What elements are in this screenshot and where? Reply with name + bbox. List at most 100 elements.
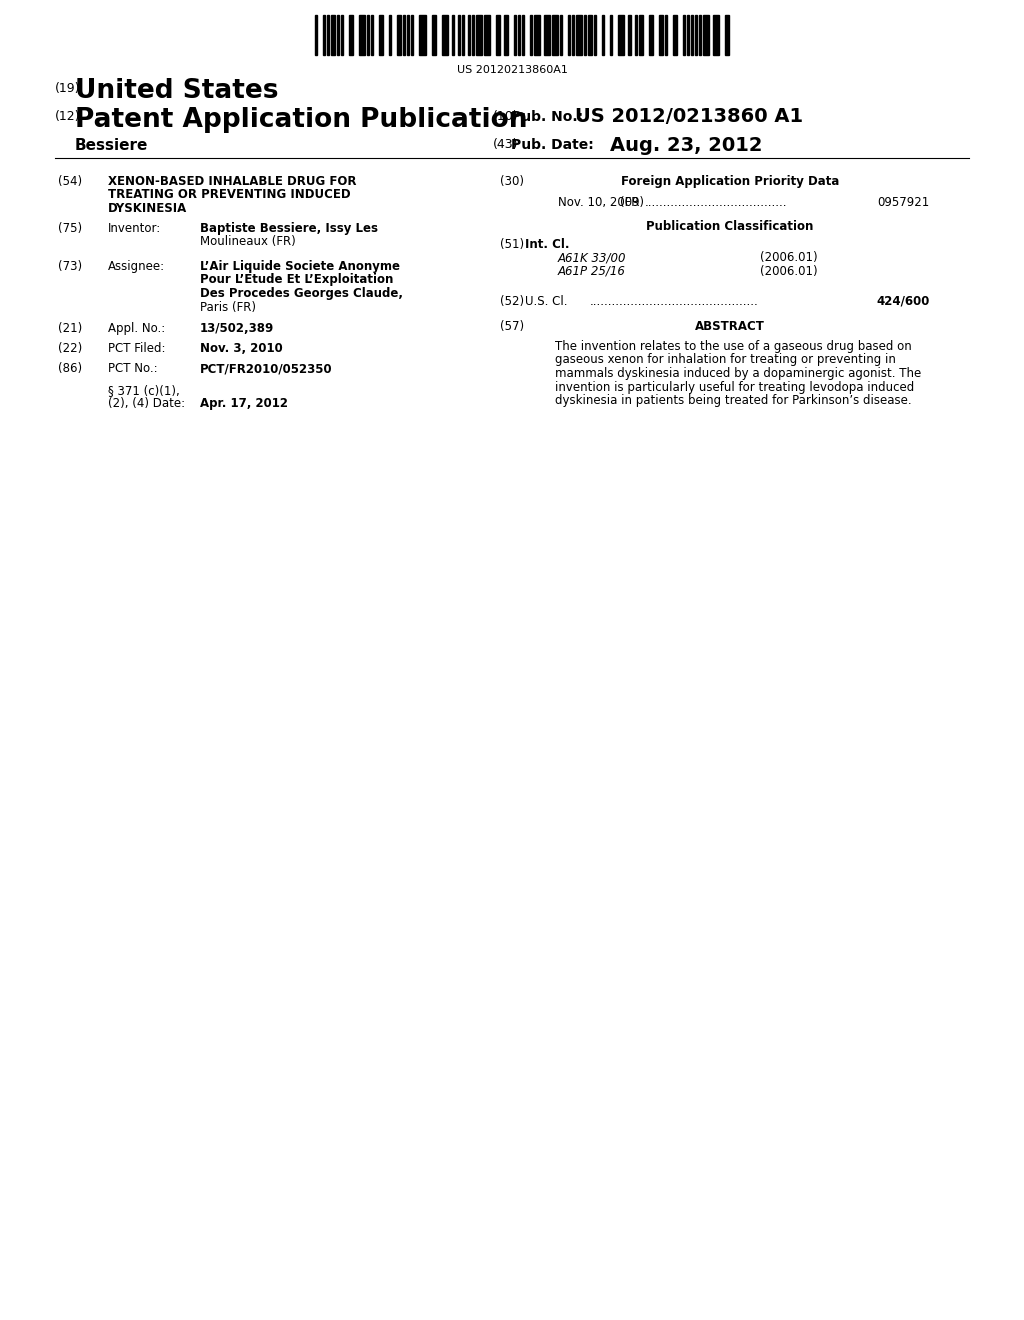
Bar: [544, 15, 550, 55]
Text: XENON-BASED INHALABLE DRUG FOR: XENON-BASED INHALABLE DRUG FOR: [108, 176, 356, 187]
Bar: [323, 15, 325, 55]
Bar: [472, 15, 474, 55]
Bar: [610, 15, 612, 55]
Text: ......................................: ......................................: [645, 195, 787, 209]
Text: PCT Filed:: PCT Filed:: [108, 342, 166, 355]
Bar: [337, 15, 339, 55]
Text: gaseous xenon for inhalation for treating or preventing in: gaseous xenon for inhalation for treatin…: [555, 354, 896, 367]
Text: Moulineaux (FR): Moulineaux (FR): [200, 235, 296, 248]
Text: (30): (30): [500, 176, 524, 187]
Bar: [514, 15, 516, 55]
Text: Baptiste Bessiere, Issy Les: Baptiste Bessiere, Issy Les: [200, 222, 378, 235]
Text: Publication Classification: Publication Classification: [646, 220, 814, 234]
Text: L’Air Liquide Societe Anonyme: L’Air Liquide Societe Anonyme: [200, 260, 400, 273]
Bar: [568, 15, 570, 55]
Bar: [431, 15, 435, 55]
Text: Des Procedes Georges Claude,: Des Procedes Georges Claude,: [200, 286, 403, 300]
Text: Int. Cl.: Int. Cl.: [525, 238, 569, 251]
Text: (19): (19): [55, 82, 81, 95]
Text: TREATING OR PREVENTING INDUCED: TREATING OR PREVENTING INDUCED: [108, 189, 350, 202]
Text: 13/502,389: 13/502,389: [200, 322, 274, 335]
Bar: [695, 15, 696, 55]
Text: (21): (21): [58, 322, 82, 335]
Bar: [673, 15, 677, 55]
Text: Pub. Date:: Pub. Date:: [511, 139, 594, 152]
Text: (12): (12): [55, 110, 81, 123]
Bar: [635, 15, 637, 55]
Bar: [683, 15, 685, 55]
Text: ABSTRACT: ABSTRACT: [695, 319, 765, 333]
Bar: [713, 15, 719, 55]
Bar: [629, 15, 631, 55]
Text: (10): (10): [493, 110, 518, 123]
Text: Appl. No.:: Appl. No.:: [108, 322, 165, 335]
Text: dyskinesia in patients being treated for Parkinson’s disease.: dyskinesia in patients being treated for…: [555, 393, 911, 407]
Text: Inventor:: Inventor:: [108, 222, 161, 235]
Bar: [476, 15, 482, 55]
Bar: [359, 15, 366, 55]
Text: Apr. 17, 2012: Apr. 17, 2012: [200, 397, 288, 411]
Bar: [327, 15, 329, 55]
Text: (54): (54): [58, 176, 82, 187]
Text: .............................................: ........................................…: [590, 294, 759, 308]
Bar: [585, 15, 587, 55]
Text: (51): (51): [500, 238, 524, 251]
Text: Nov. 3, 2010: Nov. 3, 2010: [200, 342, 283, 355]
Text: Foreign Application Priority Data: Foreign Application Priority Data: [621, 176, 840, 187]
Bar: [315, 15, 317, 55]
Bar: [462, 15, 464, 55]
Text: Bessiere: Bessiere: [75, 139, 148, 153]
Text: U.S. Cl.: U.S. Cl.: [525, 294, 567, 308]
Text: (73): (73): [58, 260, 82, 273]
Text: United States: United States: [75, 78, 279, 104]
Bar: [341, 15, 343, 55]
Text: US 2012/0213860 A1: US 2012/0213860 A1: [575, 107, 803, 125]
Text: Nov. 10, 2009: Nov. 10, 2009: [558, 195, 640, 209]
Text: (57): (57): [500, 319, 524, 333]
Text: (43): (43): [493, 139, 518, 150]
Text: § 371 (c)(1),: § 371 (c)(1),: [108, 384, 180, 397]
Bar: [552, 15, 558, 55]
Text: (2), (4) Date:: (2), (4) Date:: [108, 397, 185, 411]
Bar: [349, 15, 353, 55]
Bar: [397, 15, 401, 55]
Bar: [389, 15, 391, 55]
Bar: [602, 15, 604, 55]
Bar: [725, 15, 729, 55]
Bar: [698, 15, 700, 55]
Text: (86): (86): [58, 362, 82, 375]
Bar: [368, 15, 370, 55]
Bar: [648, 15, 652, 55]
Text: A61P 25/16: A61P 25/16: [558, 265, 626, 279]
Text: 0957921: 0957921: [878, 195, 930, 209]
Text: (2006.01): (2006.01): [760, 252, 817, 264]
Text: (52): (52): [500, 294, 524, 308]
Bar: [420, 15, 426, 55]
Bar: [458, 15, 460, 55]
Text: DYSKINESIA: DYSKINESIA: [108, 202, 187, 215]
Bar: [522, 15, 524, 55]
Bar: [687, 15, 689, 55]
Text: PCT No.:: PCT No.:: [108, 362, 158, 375]
Text: The invention relates to the use of a gaseous drug based on: The invention relates to the use of a ga…: [555, 341, 911, 352]
Bar: [572, 15, 574, 55]
Bar: [618, 15, 625, 55]
Text: Pour L’Etude Et L’Exploitation: Pour L’Etude Et L’Exploitation: [200, 273, 393, 286]
Bar: [496, 15, 500, 55]
Bar: [441, 15, 447, 55]
Text: US 20120213860A1: US 20120213860A1: [457, 65, 567, 75]
Bar: [452, 15, 454, 55]
Bar: [658, 15, 663, 55]
Bar: [560, 15, 562, 55]
Bar: [535, 15, 540, 55]
Text: Pub. No.:: Pub. No.:: [511, 110, 583, 124]
Bar: [665, 15, 667, 55]
Text: invention is particularly useful for treating levodopa induced: invention is particularly useful for tre…: [555, 380, 914, 393]
Bar: [639, 15, 642, 55]
Text: (75): (75): [58, 222, 82, 235]
Bar: [331, 15, 335, 55]
Bar: [483, 15, 489, 55]
Text: A61K 33/00: A61K 33/00: [558, 252, 627, 264]
Text: (22): (22): [58, 342, 82, 355]
Text: Assignee:: Assignee:: [108, 260, 165, 273]
